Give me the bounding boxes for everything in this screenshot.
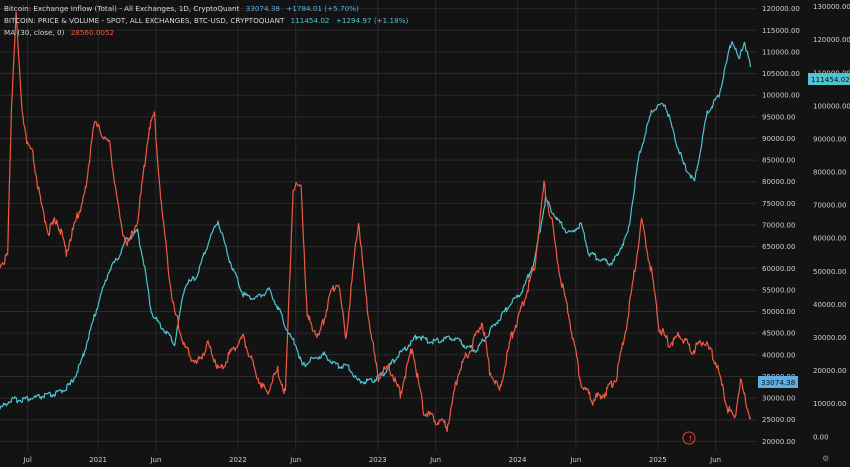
alert-marker-glyph: ↑ — [688, 435, 694, 443]
price-axis-tick-label: 50000.00 — [762, 308, 795, 316]
x-axis-tick-label: 2025 — [649, 456, 667, 464]
x-axis-tick-label: Jun — [429, 456, 441, 464]
legend-ma[interactable]: MA (30, close, 0) 28560.0052 — [4, 28, 118, 38]
x-axis: Jul 2021 Jun 2022 Jun 2023 Jun 2024 Jun 2025 Jun — [22, 456, 721, 464]
price-axis-tick-label: 65000.00 — [762, 243, 795, 251]
inflow-badge-box — [758, 376, 798, 388]
inflow-last-value-badge: 33074.38 — [758, 376, 798, 388]
price-axis-tick-label: 60000.00 — [762, 265, 795, 273]
legend-ma-label: MA (30, close, 0) — [4, 28, 65, 37]
legend-inflow-value: 33074.38 — [245, 4, 280, 13]
price-axis-tick-label: 45000.00 — [762, 330, 795, 338]
x-axis-tick-label: Jun — [289, 456, 301, 464]
ma-series-line — [0, 11, 752, 433]
inflow-axis: 130000.00120000.00110000.00100000.009000… — [813, 3, 850, 441]
series-layer — [0, 11, 752, 433]
x-axis-tick-label: Jun — [709, 456, 721, 464]
legend-price-label: BITCOIN: PRICE & VOLUME - SPOT, ALL EXCH… — [4, 16, 285, 25]
legend-inflow-change: +1784.01 (+5.70%) — [286, 4, 359, 13]
price-axis: 120000.00 115000.00 110000.00 105000.00 1000… — [762, 5, 800, 446]
price-axis-tick-label: 70000.00 — [762, 222, 795, 230]
inflow-axis-tick-label: 40000.00 — [813, 301, 846, 309]
price-axis-tick-label: 105000.00 — [762, 70, 800, 78]
alert-marker[interactable] — [682, 431, 696, 445]
inflow-axis-tick-label: 70000.00 — [813, 202, 846, 210]
legend-inflow-label: Bitcoin: Exchange Inflow (Total) - All E… — [4, 4, 240, 13]
price-axis-tick-label: 110000.00 — [762, 48, 800, 56]
inflow-axis-tick-label: 80000.00 — [813, 169, 846, 177]
legend-inflow[interactable]: Bitcoin: Exchange Inflow (Total) - All E… — [4, 4, 363, 14]
price-axis-tick-label: 20000.00 — [762, 438, 795, 446]
legend-ma-value: 28560.0052 — [70, 28, 115, 37]
price-badge-box — [808, 73, 850, 85]
inflow-axis-tick-label: 0.00 — [813, 433, 829, 441]
price-axis-tick-label: 120000.00 — [762, 5, 800, 13]
x-axis-tick-label: 2021 — [89, 456, 107, 464]
price-badge-text: 111454.02 — [811, 75, 850, 84]
price-axis-tick-label: 80000.00 — [762, 178, 795, 186]
price-last-value-badge: 111454.02 — [808, 73, 850, 85]
price-axis-tick-label: 115000.00 — [762, 27, 800, 35]
inflow-axis-tick-label: 50000.00 — [813, 268, 846, 276]
price-axis-tick-label: 30000.00 — [762, 395, 795, 403]
price-axis-tick-label: 25000.00 — [762, 416, 795, 424]
x-axis-tick-label: 2022 — [229, 456, 247, 464]
price-axis-tick-label: 95000.00 — [762, 113, 795, 121]
inflow-axis-tick-label: 120000.00 — [813, 36, 850, 44]
price-axis-tick-label: 55000.00 — [762, 286, 795, 294]
price-axis-tick-label: 90000.00 — [762, 135, 795, 143]
x-axis-tick-label: Jul — [22, 456, 32, 464]
price-axis-tick-label: 75000.00 — [762, 200, 795, 208]
x-axis-tick-label: Jun — [569, 456, 581, 464]
price-axis-tick-label: 100000.00 — [762, 92, 800, 100]
inflow-axis-tick-label: 30000.00 — [813, 334, 846, 342]
legend-price-change: +1294.97 (+1.18%) — [335, 16, 409, 25]
price-axis-tick-label: 85000.00 — [762, 157, 795, 165]
inflow-axis-tick-label: 90000.00 — [813, 135, 846, 143]
x-axis-tick-label: 2023 — [369, 456, 387, 464]
inflow-axis-tick-label: 20000.00 — [813, 367, 846, 375]
legend-price-value: 111454.02 — [290, 16, 330, 25]
inflow-axis-tick-label: 100000.00 — [813, 102, 850, 110]
price-series-line — [0, 40, 752, 410]
inflow-badge-text: 33074.38 — [761, 378, 796, 387]
settings-icon[interactable]: ⚙ — [822, 454, 829, 463]
x-axis-tick-label: 2024 — [509, 456, 527, 464]
legend-price[interactable]: BITCOIN: PRICE & VOLUME - SPOT, ALL EXCH… — [4, 16, 412, 26]
price-axis-tick-label: 40000.00 — [762, 351, 795, 359]
inflow-axis-tick-label: 130000.00 — [813, 3, 850, 11]
inflow-axis-tick-label: 10000.00 — [813, 400, 846, 408]
x-axis-tick-label: Jun — [149, 456, 161, 464]
inflow-axis-tick-label: 60000.00 — [813, 235, 846, 243]
